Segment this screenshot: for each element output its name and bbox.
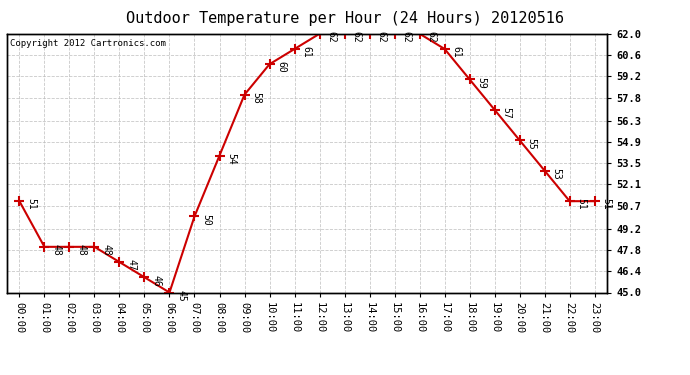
Text: 54: 54 xyxy=(226,153,237,165)
Text: 46: 46 xyxy=(151,274,161,286)
Text: 53: 53 xyxy=(551,168,562,180)
Text: 50: 50 xyxy=(201,214,211,225)
Text: 48: 48 xyxy=(51,244,61,256)
Text: Outdoor Temperature per Hour (24 Hours) 20120516: Outdoor Temperature per Hour (24 Hours) … xyxy=(126,11,564,26)
Text: 48: 48 xyxy=(77,244,86,256)
Text: 51: 51 xyxy=(602,198,611,210)
Text: 62: 62 xyxy=(426,31,437,43)
Text: 58: 58 xyxy=(251,92,262,104)
Text: 62: 62 xyxy=(402,31,411,43)
Text: 62: 62 xyxy=(326,31,337,43)
Text: 61: 61 xyxy=(302,46,311,58)
Text: 47: 47 xyxy=(126,259,137,271)
Text: 59: 59 xyxy=(477,76,486,88)
Text: 62: 62 xyxy=(351,31,362,43)
Text: Copyright 2012 Cartronics.com: Copyright 2012 Cartronics.com xyxy=(10,39,166,48)
Text: 60: 60 xyxy=(277,62,286,73)
Text: 48: 48 xyxy=(101,244,111,256)
Text: 62: 62 xyxy=(377,31,386,43)
Text: 51: 51 xyxy=(26,198,37,210)
Text: 57: 57 xyxy=(502,107,511,119)
Text: 55: 55 xyxy=(526,138,537,149)
Text: 51: 51 xyxy=(577,198,586,210)
Text: 61: 61 xyxy=(451,46,462,58)
Text: 45: 45 xyxy=(177,290,186,302)
